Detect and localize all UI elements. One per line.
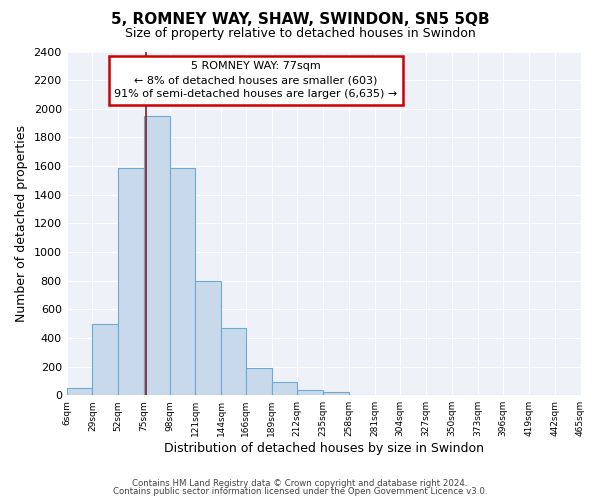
Bar: [246, 368, 272, 395]
Bar: [67, 388, 92, 395]
Text: 5, ROMNEY WAY, SHAW, SWINDON, SN5 5QB: 5, ROMNEY WAY, SHAW, SWINDON, SN5 5QB: [110, 12, 490, 28]
Bar: [323, 392, 349, 395]
Text: Contains HM Land Registry data © Crown copyright and database right 2024.: Contains HM Land Registry data © Crown c…: [132, 478, 468, 488]
X-axis label: Distribution of detached houses by size in Swindon: Distribution of detached houses by size …: [164, 442, 484, 455]
Bar: [170, 168, 196, 395]
Bar: [118, 168, 144, 395]
Bar: [297, 390, 323, 395]
Bar: [272, 382, 297, 395]
Bar: [92, 324, 118, 395]
Y-axis label: Number of detached properties: Number of detached properties: [15, 125, 28, 322]
Bar: [196, 280, 221, 395]
Text: Contains public sector information licensed under the Open Government Licence v3: Contains public sector information licen…: [113, 487, 487, 496]
Text: 5 ROMNEY WAY: 77sqm
← 8% of detached houses are smaller (603)
91% of semi-detach: 5 ROMNEY WAY: 77sqm ← 8% of detached hou…: [114, 61, 397, 99]
Text: Size of property relative to detached houses in Swindon: Size of property relative to detached ho…: [125, 28, 475, 40]
Bar: [144, 116, 170, 395]
Bar: [221, 328, 246, 395]
